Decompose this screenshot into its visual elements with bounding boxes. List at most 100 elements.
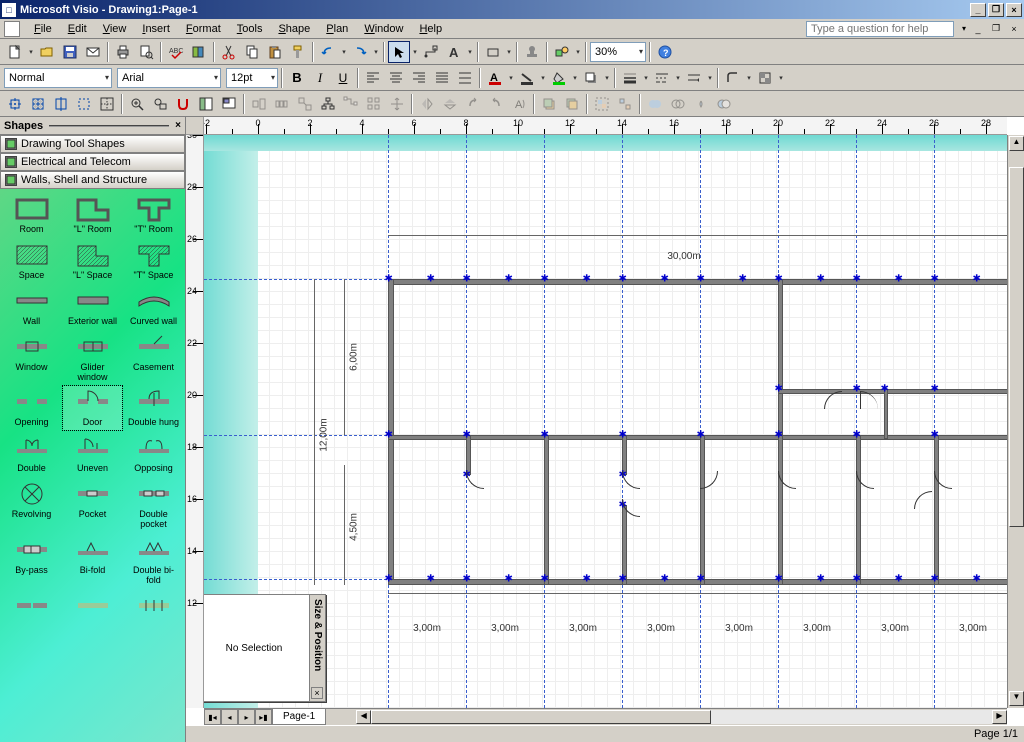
vertical-scrollbar[interactable]: ▲ ▼ [1007, 135, 1024, 708]
redo-dropdown[interactable]: ▾ [372, 41, 380, 63]
shape-casement[interactable]: Casement [124, 331, 183, 385]
shape-door[interactable]: Door [63, 386, 122, 430]
menu-tools[interactable]: Tools [229, 21, 271, 37]
zoom-in-button[interactable] [126, 93, 148, 115]
shape-double-hung[interactable]: Double hung [124, 386, 183, 430]
doc-restore-button[interactable]: ❐ [988, 22, 1004, 36]
distribute-button[interactable] [454, 67, 476, 89]
fill-color-dropdown[interactable]: ▾ [571, 67, 579, 89]
help-button[interactable]: ? [654, 41, 676, 63]
underline-button[interactable]: U [332, 67, 354, 89]
shape-bi-fold[interactable]: Bi-fold [63, 534, 122, 588]
zoom-area-button[interactable] [149, 93, 171, 115]
redo-button[interactable] [349, 41, 371, 63]
hscroll-thumb[interactable] [371, 710, 711, 724]
menu-format[interactable]: Format [178, 21, 229, 37]
snap-glue-button[interactable] [172, 93, 194, 115]
guides-button[interactable] [50, 93, 72, 115]
line-color-dropdown[interactable]: ▾ [539, 67, 547, 89]
shape-exterior-wall[interactable]: Exterior wall [63, 285, 122, 329]
new-dropdown[interactable]: ▾ [27, 41, 35, 63]
shape-revolving[interactable]: Revolving [2, 478, 61, 532]
shape--l-room[interactable]: "L" Room [63, 193, 122, 237]
shape-double-pocket[interactable]: Double pocket [124, 478, 183, 532]
tab-prev-button[interactable]: ◂ [221, 709, 238, 725]
pointer-tool-button[interactable] [388, 41, 410, 63]
connection-points-button[interactable] [4, 93, 26, 115]
line-pattern-dropdown[interactable]: ▾ [674, 67, 682, 89]
ruler-corner[interactable] [186, 117, 204, 135]
shape-curved-wall[interactable]: Curved wall [124, 285, 183, 329]
stencil-1[interactable]: Electrical and Telecom [0, 153, 185, 171]
transparency-dropdown[interactable]: ▾ [777, 67, 785, 89]
cut-button[interactable] [218, 41, 240, 63]
save-button[interactable] [59, 41, 81, 63]
shadow-dropdown[interactable]: ▾ [603, 67, 611, 89]
bold-button[interactable]: B [286, 67, 308, 89]
pan-zoom-button[interactable] [218, 93, 240, 115]
menu-view[interactable]: View [95, 21, 135, 37]
shape-opposing[interactable]: Opposing [124, 432, 183, 476]
shape-window-button[interactable] [195, 93, 217, 115]
doc-minimize-button[interactable]: _ [970, 22, 986, 36]
text-tool-button[interactable]: A [443, 41, 465, 63]
print-preview-button[interactable] [135, 41, 157, 63]
shape-pocket[interactable]: Pocket [63, 478, 122, 532]
shape-window[interactable]: Window [2, 331, 61, 385]
shape-glider-window[interactable]: Glider window [63, 331, 122, 385]
shape--t-space[interactable]: "T" Space [124, 239, 183, 283]
shapes-dropdown[interactable]: ▾ [574, 41, 582, 63]
open-button[interactable] [36, 41, 58, 63]
shape-space[interactable]: Space [2, 239, 61, 283]
shape-room[interactable]: Room [2, 193, 61, 237]
minimize-button[interactable]: _ [970, 3, 986, 17]
corner-dropdown[interactable]: ▾ [745, 67, 753, 89]
selection-frame-button[interactable] [73, 93, 95, 115]
shape-uneven[interactable]: Uneven [63, 432, 122, 476]
font-color-dropdown[interactable]: ▾ [507, 67, 515, 89]
align-left-button[interactable] [362, 67, 384, 89]
menu-shape[interactable]: Shape [270, 21, 318, 37]
close-button[interactable]: × [1006, 3, 1022, 17]
font-color-button[interactable]: A [484, 67, 506, 89]
scroll-left-button[interactable]: ◀ [356, 710, 371, 724]
pointer-dropdown[interactable]: ▾ [411, 41, 419, 63]
format-painter-button[interactable] [287, 41, 309, 63]
scroll-down-button[interactable]: ▼ [1009, 691, 1024, 706]
drawing-dropdown[interactable]: ▾ [505, 41, 513, 63]
align-right-button[interactable] [408, 67, 430, 89]
doc-icon[interactable] [4, 21, 20, 37]
menu-file[interactable]: File [26, 21, 60, 37]
stamp-tool-button[interactable] [521, 41, 543, 63]
menu-plan[interactable]: Plan [318, 21, 356, 37]
text-dropdown[interactable]: ▾ [466, 41, 474, 63]
shapes-pane-close-button[interactable]: × [175, 120, 181, 131]
line-pattern-button[interactable] [651, 67, 673, 89]
size-position-panel[interactable]: No Selection Size & Position × [198, 594, 326, 702]
menu-edit[interactable]: Edit [60, 21, 95, 37]
copy-button[interactable] [241, 41, 263, 63]
line-color-button[interactable] [516, 67, 538, 89]
help-search-input[interactable] [806, 21, 954, 37]
shape--t-room[interactable]: "T" Room [124, 193, 183, 237]
menu-window[interactable]: Window [356, 21, 411, 37]
shape-by-pass[interactable]: By-pass [2, 534, 61, 588]
connector-tool-button[interactable] [420, 41, 442, 63]
fill-color-button[interactable] [548, 67, 570, 89]
stencil-0[interactable]: Drawing Tool Shapes [0, 135, 185, 153]
restore-button[interactable]: ❐ [988, 3, 1004, 17]
scroll-right-button[interactable]: ▶ [992, 710, 1007, 724]
layout-shapes-button[interactable] [317, 93, 339, 115]
size-combo[interactable]: 12pt [226, 68, 278, 88]
style-combo[interactable]: Normal [4, 68, 112, 88]
zoom-combo[interactable]: 30% [590, 42, 646, 62]
transparency-button[interactable] [754, 67, 776, 89]
size-position-close-button[interactable]: × [311, 687, 323, 699]
line-ends-button[interactable] [683, 67, 705, 89]
shape-item-26[interactable] [124, 590, 183, 624]
shape-double[interactable]: Double [2, 432, 61, 476]
rectangle-tool-button[interactable] [482, 41, 504, 63]
align-center-button[interactable] [385, 67, 407, 89]
new-button[interactable] [4, 41, 26, 63]
tab-last-button[interactable]: ▸▮ [255, 709, 272, 725]
